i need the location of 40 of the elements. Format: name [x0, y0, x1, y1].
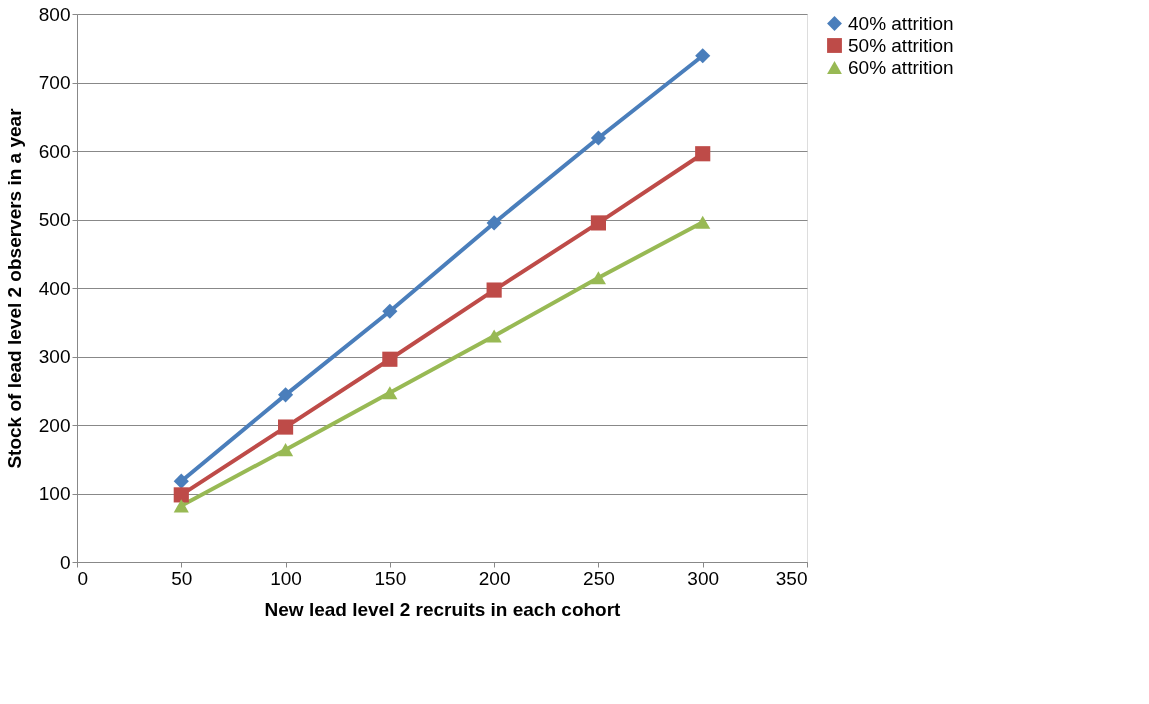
x-tick-label: 250	[583, 567, 615, 589]
x-tick-label: 50	[171, 567, 193, 589]
point	[277, 443, 294, 457]
y-tick-label: 300	[38, 346, 71, 367]
point	[590, 215, 607, 231]
x-tick-label: 350	[775, 567, 808, 589]
point	[277, 419, 294, 435]
x-tick-label: 200	[478, 567, 511, 589]
point	[277, 387, 294, 403]
point	[695, 48, 711, 64]
y-tick-label: 200	[38, 414, 71, 436]
legend-label: 40% attrition	[848, 12, 954, 34]
point	[590, 130, 607, 146]
y-tick-label: 700	[38, 72, 71, 93]
y-tick-label: 500	[38, 209, 71, 230]
point	[173, 487, 189, 503]
x-tick-label: 0	[77, 567, 89, 589]
point	[173, 473, 189, 489]
x-tick-label: 150	[374, 567, 407, 589]
point	[173, 499, 189, 513]
point	[695, 146, 711, 162]
point	[382, 351, 398, 367]
y-tick-label: 600	[38, 140, 71, 162]
y-tick-label: 800	[38, 3, 71, 25]
x-tick-label: 100	[270, 567, 302, 589]
y-axis-title: Stock of lead level 2 observers in a year	[3, 107, 25, 469]
point	[486, 215, 502, 231]
x-tick-label: 300	[687, 567, 720, 589]
legend-label: 60% attrition	[848, 56, 954, 78]
point	[382, 303, 398, 319]
point	[695, 215, 711, 229]
y-tick-label: 400	[38, 277, 71, 299]
x-axis-title: New lead level 2 recruits in each cohort	[264, 598, 622, 620]
point	[486, 282, 502, 298]
legend-label: 50% attrition	[848, 34, 954, 56]
y-tick-label: 0	[59, 551, 71, 573]
point	[486, 329, 502, 343]
y-tick-label: 100	[38, 483, 71, 504]
point	[382, 386, 398, 400]
point	[590, 271, 607, 285]
